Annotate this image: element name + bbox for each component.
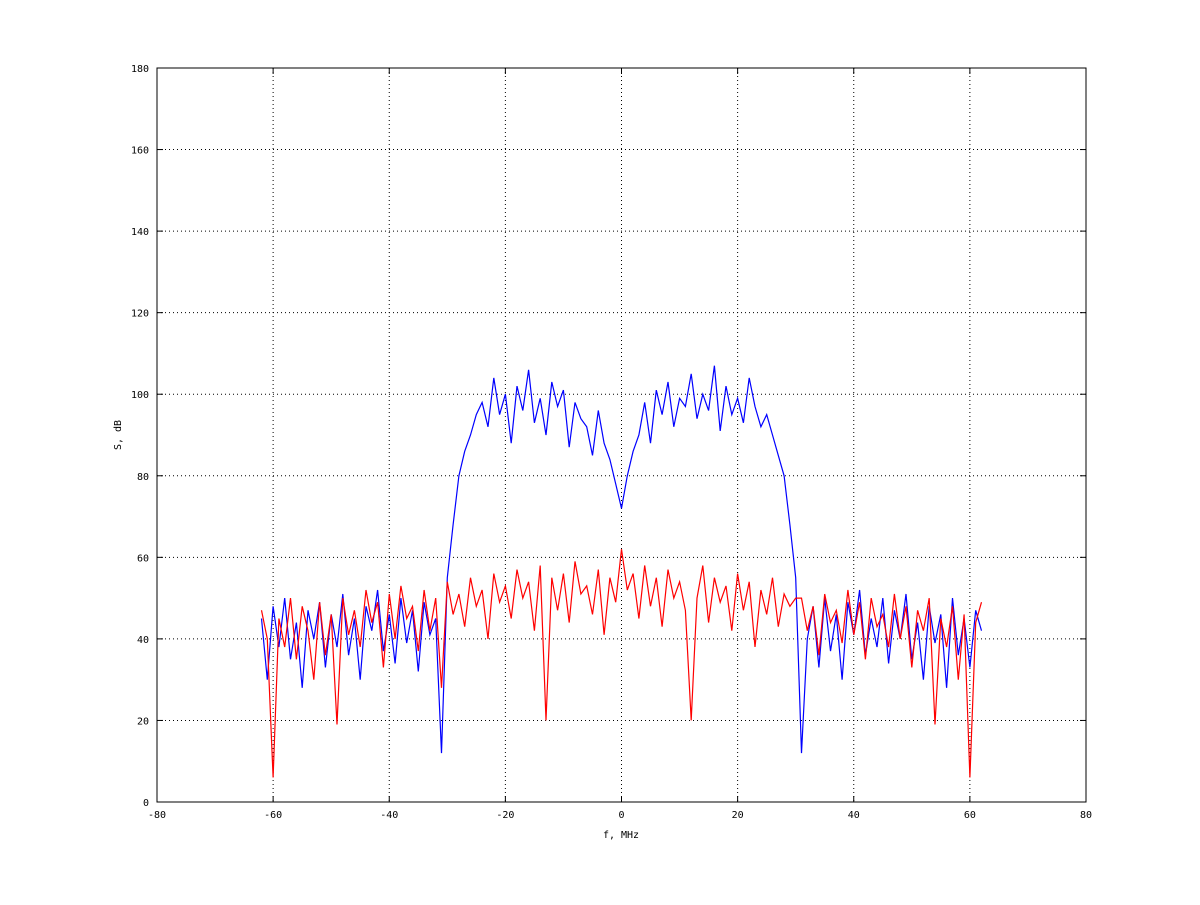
- y-tick-label: 0: [143, 798, 149, 809]
- series-line-red: [260, 549, 983, 778]
- series-group: [260, 365, 983, 778]
- y-tick-label: 180: [131, 64, 149, 75]
- x-tick-label: 0: [618, 810, 624, 821]
- x-tick-label: 20: [732, 810, 744, 821]
- x-axis-label: f, MHz: [603, 830, 639, 841]
- y-axis-label: S, dB: [113, 420, 124, 450]
- grid: [157, 68, 1086, 802]
- y-tick-label: 100: [131, 390, 149, 401]
- x-tick-label: -80: [148, 810, 166, 821]
- x-tick-label: 40: [848, 810, 860, 821]
- x-tick-label: -40: [380, 810, 398, 821]
- x-tick-label: -60: [264, 810, 282, 821]
- x-tick-label: 60: [964, 810, 976, 821]
- y-tick-label: 160: [131, 146, 149, 157]
- x-tick-label: 80: [1080, 810, 1092, 821]
- y-tick-label: 60: [137, 553, 149, 564]
- x-tick-label: -20: [496, 810, 514, 821]
- ticks: -80 -60 -40 -20 0 20 40 60 80 0 20 40 60 80 100 120 140 1…: [131, 64, 1092, 821]
- y-tick-label: 80: [137, 472, 149, 483]
- y-tick-label: 120: [131, 309, 149, 320]
- y-tick-label: 140: [131, 227, 149, 238]
- y-tick-label: 40: [137, 635, 149, 646]
- series-line-blue: [260, 365, 983, 754]
- plot-frame: [156, 67, 1087, 803]
- y-tick-label: 20: [137, 716, 149, 727]
